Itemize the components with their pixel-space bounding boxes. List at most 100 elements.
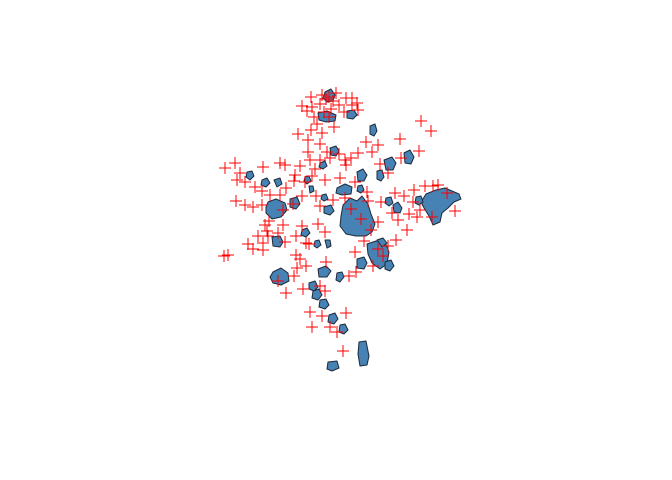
point-marker	[360, 136, 372, 148]
point-marker	[398, 190, 410, 202]
map-polygon	[346, 109, 358, 120]
point-marker	[300, 260, 312, 272]
point-marker	[415, 115, 427, 127]
point-marker	[403, 208, 415, 220]
point-marker	[261, 225, 273, 237]
map-polygon	[273, 177, 283, 188]
point-marker	[349, 246, 361, 258]
map-polygon	[313, 239, 322, 249]
point-marker	[411, 211, 423, 223]
point-marker	[314, 98, 326, 110]
point-marker	[300, 237, 312, 249]
point-marker	[288, 175, 300, 187]
point-marker	[323, 111, 335, 123]
point-marker	[294, 160, 306, 172]
point-marker	[290, 249, 302, 261]
point-marker	[358, 235, 370, 247]
point-marker	[321, 146, 333, 158]
point-marker	[382, 167, 394, 179]
map-polygon	[323, 204, 335, 216]
point-marker	[328, 121, 340, 133]
point-marker	[314, 138, 326, 150]
point-marker	[339, 192, 351, 204]
point-marker	[334, 172, 346, 184]
point-marker	[314, 200, 326, 212]
point-marker	[351, 97, 363, 109]
map-polygon	[356, 256, 368, 270]
point-marker	[302, 146, 314, 158]
point-marker	[413, 145, 425, 157]
point-marker	[372, 243, 384, 255]
point-marker	[449, 205, 461, 217]
point-marker	[330, 87, 342, 99]
point-marker	[312, 218, 324, 230]
point-marker	[247, 243, 259, 255]
point-marker	[324, 152, 336, 164]
point-marker	[318, 106, 330, 118]
map-polygon	[317, 265, 332, 278]
point-marker	[316, 127, 328, 139]
point-marker	[296, 100, 308, 112]
point-marker	[292, 128, 304, 140]
point-marker	[314, 280, 326, 292]
point-marker	[349, 176, 361, 188]
map-polygon	[383, 156, 397, 171]
point-marker	[339, 154, 351, 166]
point-marker	[325, 103, 337, 115]
point-marker	[287, 198, 299, 210]
point-marker	[389, 187, 401, 199]
map-polygon	[308, 185, 315, 194]
point-marker	[352, 104, 364, 116]
point-marker	[338, 106, 350, 118]
point-marker	[231, 174, 243, 186]
map-polygon	[356, 168, 368, 182]
point-marker	[279, 159, 291, 171]
map-polygon	[384, 259, 395, 272]
map-polygon	[308, 280, 319, 292]
point-marker	[299, 176, 311, 188]
point-marker	[291, 262, 303, 274]
point-marker	[372, 216, 384, 228]
point-marker	[319, 174, 331, 186]
point-marker	[296, 220, 308, 232]
point-marker	[366, 146, 378, 158]
point-marker	[333, 148, 345, 160]
point-marker	[308, 111, 320, 123]
point-marker	[279, 236, 291, 248]
point-marker	[319, 226, 331, 238]
point-marker	[401, 224, 413, 236]
map-polygon	[300, 227, 311, 238]
point-marker	[290, 230, 302, 242]
point-marker	[345, 152, 357, 164]
point-marker	[274, 157, 286, 169]
point-marker	[372, 139, 384, 151]
point-marker	[229, 157, 241, 169]
map-polygon	[392, 201, 403, 214]
point-marker	[345, 203, 357, 215]
point-marker	[242, 238, 254, 250]
point-marker	[432, 179, 444, 191]
map-polygon	[339, 195, 376, 237]
map-polygon	[245, 170, 255, 181]
map-polygon	[271, 235, 284, 248]
point-marker	[306, 170, 318, 182]
map-polygon	[335, 183, 353, 196]
point-marker	[375, 196, 387, 208]
point-marker	[374, 158, 386, 170]
point-marker	[441, 187, 453, 199]
point-marker	[362, 195, 374, 207]
point-marker	[288, 270, 300, 282]
map-polygon	[403, 149, 415, 165]
point-marker	[319, 285, 331, 297]
point-marker	[302, 134, 314, 146]
point-marker	[280, 287, 292, 299]
point-marker	[320, 256, 332, 268]
point-marker	[309, 163, 321, 175]
map-polygon	[265, 198, 288, 220]
point-marker	[249, 181, 261, 193]
point-marker	[331, 326, 343, 338]
point-marker	[301, 105, 313, 117]
point-marker	[425, 125, 437, 137]
point-marker	[272, 227, 284, 239]
point-marker	[280, 182, 292, 194]
